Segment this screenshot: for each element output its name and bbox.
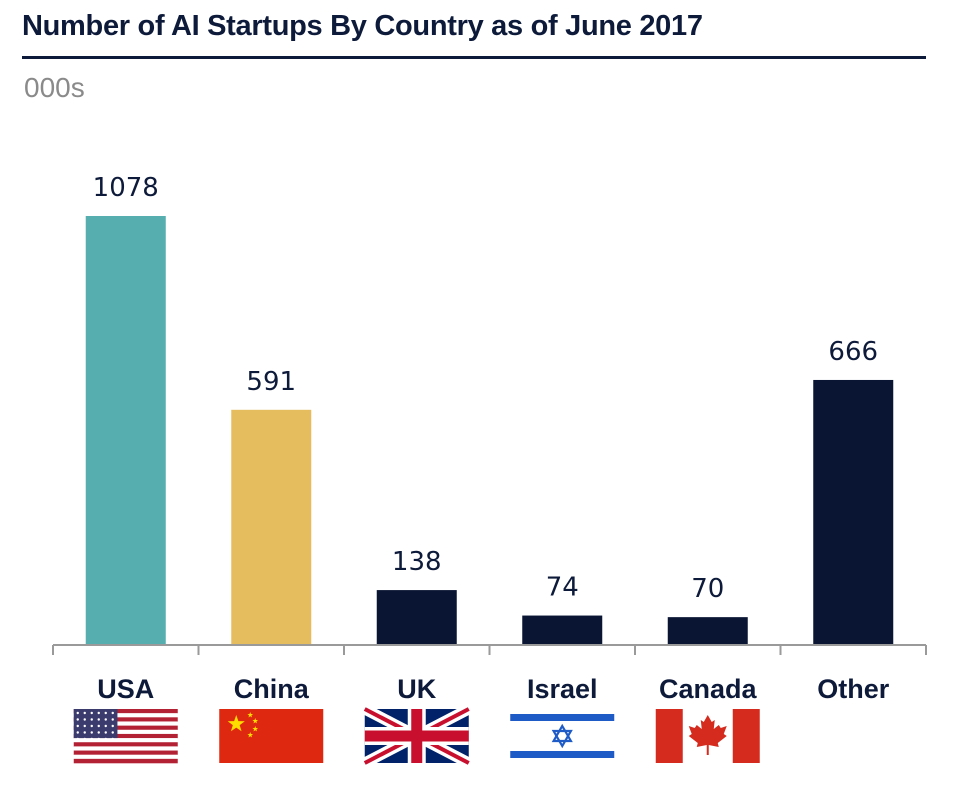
usa-star: [111, 724, 114, 728]
category-label-usa: USA: [97, 674, 154, 704]
bar-israel: [522, 615, 603, 645]
data-label-usa: 1078: [93, 173, 159, 203]
usa-star: [97, 731, 100, 734]
china-big-star: [227, 715, 245, 732]
usa-star: [76, 731, 79, 734]
usa-stripe: [73, 709, 178, 714]
chart-title: Number of AI Startups By Country as of J…: [22, 10, 703, 42]
china-small-star: [247, 712, 254, 718]
usa-star: [104, 718, 107, 721]
usa-star: [90, 718, 93, 721]
israel-star-triangle: [551, 723, 573, 743]
usa-stripe: [73, 750, 178, 755]
flags-layer: [73, 704, 760, 768]
data-label-uk: 138: [392, 547, 442, 577]
bar-china: [231, 409, 312, 645]
israel-star-triangle: [551, 729, 573, 749]
usa-star: [83, 737, 86, 741]
usa-star: [76, 711, 79, 715]
canada-bar-right: [732, 709, 760, 763]
usa-star: [111, 731, 114, 734]
title-divider: [22, 56, 926, 59]
china-small-star: [247, 732, 254, 738]
usa-star: [97, 724, 100, 728]
china-small-star: [252, 726, 259, 732]
usa-stripe: [73, 758, 178, 764]
usa-stripe: [73, 742, 178, 747]
usa-stripe: [73, 717, 178, 722]
category-label-china: China: [234, 674, 310, 704]
israel-flag-icon: [510, 709, 615, 763]
bars-layer: [85, 216, 894, 645]
usa-star: [104, 711, 107, 715]
usa-star: [90, 731, 93, 734]
usa-star: [83, 711, 86, 715]
china-flag-icon: [219, 709, 324, 763]
data-label-canada: 70: [691, 574, 724, 604]
usa-star: [83, 718, 86, 721]
uk-cross-red: [364, 730, 469, 742]
usa-star: [97, 737, 100, 741]
usa-stripe: [73, 754, 178, 760]
usa-stripe: [73, 738, 178, 743]
israel-stripe: [510, 714, 615, 721]
canada-flag-icon: [655, 709, 760, 763]
usa-flag-icon: [73, 709, 178, 764]
category-label-israel: Israel: [527, 674, 598, 704]
bar-usa: [85, 216, 166, 645]
bar-canada: [667, 617, 748, 645]
uk-flag-icon: [362, 704, 472, 768]
canada-bar-left: [655, 709, 683, 763]
data-label-israel: 74: [546, 573, 579, 603]
category-label-canada: Canada: [659, 674, 758, 704]
usa-star: [90, 711, 93, 715]
usa-star: [104, 724, 107, 728]
usa-stripe: [73, 729, 178, 735]
usa-stripe: [73, 713, 178, 718]
usa-star: [76, 737, 79, 741]
usa-star: [76, 718, 79, 721]
category-label-other: Other: [817, 674, 890, 704]
usa-star: [104, 737, 107, 741]
data-label-china: 591: [246, 367, 296, 397]
china-small-star: [252, 718, 259, 724]
usa-star: [76, 724, 79, 728]
israel-stripe: [510, 751, 615, 758]
usa-star: [111, 711, 114, 715]
bar-other: [813, 379, 894, 645]
canada-maple-leaf: [688, 715, 727, 755]
usa-stripe: [73, 733, 178, 739]
usa-canton: [73, 709, 118, 739]
usa-stripe: [73, 746, 178, 751]
usa-stripe: [73, 725, 178, 731]
data-label-other: 666: [828, 337, 878, 367]
usa-star: [90, 737, 93, 741]
usa-star: [97, 718, 100, 721]
unit-label: 000s: [24, 72, 85, 103]
usa-star: [83, 724, 86, 728]
china-field: [219, 709, 324, 763]
labels-layer: 1078 USA 591 China 138 UK 74 Israel 70 Canada 666 O…: [93, 173, 890, 704]
usa-star: [111, 718, 114, 721]
usa-star: [97, 711, 100, 715]
usa-star: [90, 724, 93, 728]
category-label-uk: UK: [397, 674, 436, 704]
usa-star: [104, 731, 107, 734]
bar-uk: [376, 590, 457, 645]
x-axis: [52, 644, 927, 655]
usa-star: [83, 731, 86, 734]
usa-star: [111, 737, 114, 741]
usa-stripe: [73, 721, 178, 726]
